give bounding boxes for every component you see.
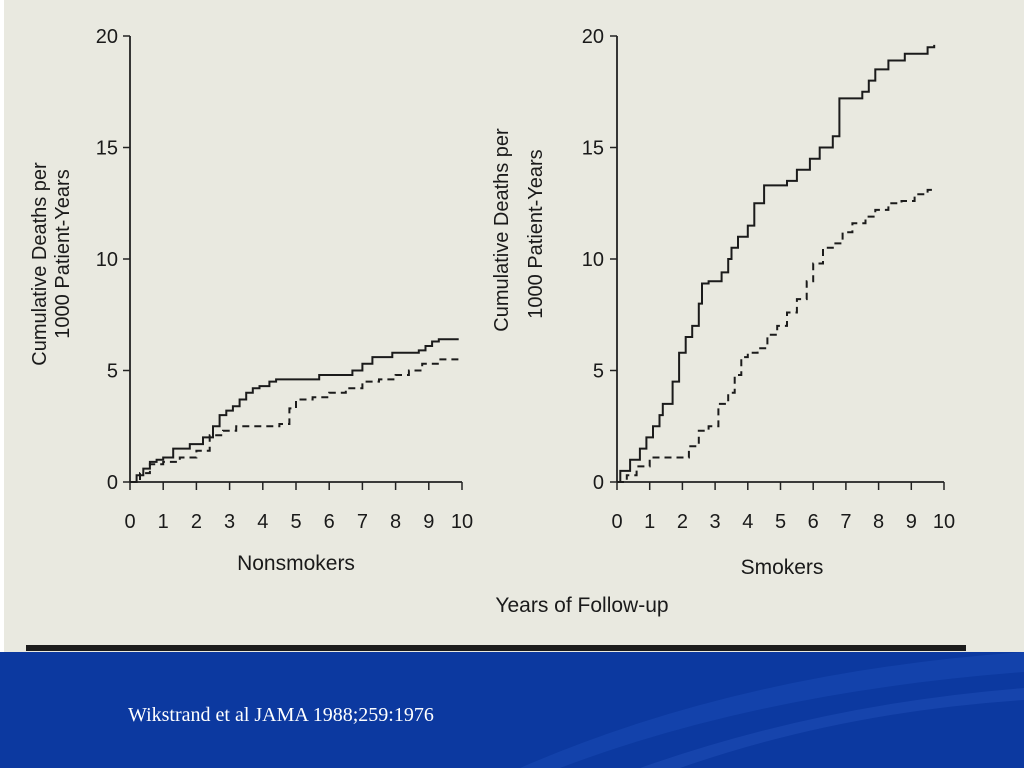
y-tick-label-nonsmokers: 5 [107, 361, 118, 383]
ylabel-line2-smokers: 1000 Patient-Years [525, 149, 547, 318]
x-tick-label-smokers: 6 [808, 511, 819, 533]
x-tick-label-nonsmokers: 3 [224, 511, 235, 533]
x-tick-label-smokers: 2 [677, 511, 688, 533]
y-tick-label-nonsmokers: 10 [96, 249, 118, 271]
x-tick-label-nonsmokers: 10 [451, 511, 473, 533]
y-tick-label-smokers: 20 [582, 26, 604, 48]
x-tick-label-smokers: 4 [742, 511, 753, 533]
scanned-figure [4, 0, 1024, 652]
y-tick-label-smokers: 5 [593, 361, 604, 383]
series-dashed-smokers [617, 188, 935, 483]
chart-title-nonsmokers: Nonsmokers [237, 552, 355, 575]
x-tick-label-nonsmokers: 4 [257, 511, 268, 533]
series-dashed-nonsmokers [130, 354, 460, 483]
citation-text: Wikstrand et al JAMA 1988;259:1976 [128, 704, 434, 726]
x-tick-label-smokers: 5 [775, 511, 786, 533]
chart-smokers: Cumulative Deaths per 1000 Patient-Years… [491, 26, 955, 579]
x-tick-label-smokers: 3 [710, 511, 721, 533]
ylabel-line1-smokers: Cumulative Deaths per [491, 128, 513, 332]
x-tick-label-nonsmokers: 6 [324, 511, 335, 533]
x-tick-label-smokers: 10 [933, 511, 955, 533]
y-tick-label-smokers: 15 [582, 138, 604, 160]
series-solid-nonsmokers [130, 338, 459, 483]
y-tick-label-nonsmokers: 20 [96, 26, 118, 48]
x-tick-label-nonsmokers: 7 [357, 511, 368, 533]
divider-rule [26, 645, 966, 651]
x-tick-label-smokers: 1 [644, 511, 655, 533]
x-tick-label-smokers: 8 [873, 511, 884, 533]
band-swoosh [520, 652, 1024, 768]
footer-band [0, 652, 1024, 768]
charts-svg: Cumulative Deaths per 1000 Patient-Years… [29, 26, 955, 617]
series-solid-smokers [617, 44, 936, 483]
chart-title-smokers: Smokers [741, 556, 824, 579]
ylabel-line2-nonsmokers: 1000 Patient-Years [52, 169, 74, 338]
y-tick-label-smokers: 10 [582, 249, 604, 271]
x-tick-label-nonsmokers: 5 [290, 511, 301, 533]
x-tick-label-smokers: 7 [840, 511, 851, 533]
y-tick-label-nonsmokers: 15 [96, 138, 118, 160]
x-tick-label-nonsmokers: 2 [191, 511, 202, 533]
x-tick-label-smokers: 0 [611, 511, 622, 533]
chart-nonsmokers: Cumulative Deaths per 1000 Patient-Years… [29, 26, 473, 575]
x-tick-label-nonsmokers: 9 [423, 511, 434, 533]
x-tick-label-nonsmokers: 0 [124, 511, 135, 533]
x-tick-label-nonsmokers: 8 [390, 511, 401, 533]
x-tick-label-smokers: 9 [906, 511, 917, 533]
y-tick-label-smokers: 0 [593, 472, 604, 494]
shared-xlabel: Years of Follow-up [495, 594, 668, 617]
ylabel-line1-nonsmokers: Cumulative Deaths per [29, 162, 51, 366]
x-tick-label-nonsmokers: 1 [158, 511, 169, 533]
y-tick-label-nonsmokers: 0 [107, 472, 118, 494]
